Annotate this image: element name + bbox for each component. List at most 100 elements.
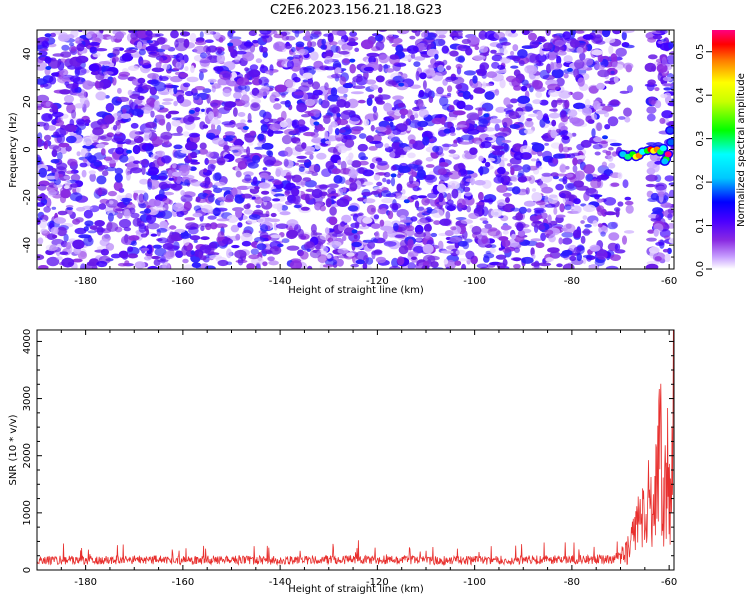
spectrogram-speckle	[556, 62, 563, 68]
spectrogram-speckle	[64, 179, 71, 187]
spectrogram-speckle	[155, 62, 162, 69]
spectrogram-speckle	[308, 164, 320, 173]
spectrogram-speckle	[170, 183, 183, 191]
spectrogram-xlabel: Height of straight line (km)	[288, 285, 424, 296]
spectrogram-speckle	[545, 30, 551, 36]
spectrogram-speckle	[510, 65, 519, 69]
spectrogram-speckle	[655, 241, 665, 246]
spectrogram-speckle	[463, 104, 474, 111]
spectrogram-speckle	[550, 129, 558, 139]
spectrogram-speckle	[94, 187, 108, 196]
spectrogram-speckle	[469, 147, 478, 155]
spectrogram-speckle	[355, 250, 368, 261]
spectrogram-speckle	[374, 126, 387, 131]
spectrogram-speckle	[327, 94, 341, 102]
spectrogram-speckle	[624, 196, 632, 201]
spectrogram-speckle	[479, 217, 488, 221]
spectrogram-speckle	[493, 31, 506, 40]
spectrogram-speckle	[221, 238, 234, 245]
spectrogram-speckle	[381, 197, 394, 204]
spectrogram-speckle	[89, 173, 96, 182]
spectrogram-speckle	[183, 114, 195, 125]
spectrogram-speckle	[351, 160, 362, 168]
spectrogram-speckle	[478, 191, 484, 201]
spectrogram-speckle	[358, 225, 370, 230]
spectrogram-speckle	[457, 162, 465, 170]
spectrogram-speckle	[585, 115, 593, 123]
spectrogram-speckle	[479, 62, 490, 71]
spectrogram-speckle	[206, 93, 211, 104]
spectrogram-speckle	[54, 171, 59, 181]
spectrogram-speckle	[291, 151, 302, 156]
spectrogram-speckle-bright	[349, 58, 356, 63]
spectrogram-speckle	[194, 86, 205, 91]
spectrogram-speckle	[521, 188, 527, 193]
spectrogram-speckle	[138, 159, 149, 165]
spectrogram-speckle	[256, 92, 264, 98]
spectrogram-speckle	[593, 100, 601, 111]
spectrogram-speckle	[94, 220, 105, 227]
spectrogram-speckle	[237, 222, 243, 228]
spectrogram-speckle	[45, 235, 51, 238]
spectrogram-speckle	[176, 94, 185, 104]
spectrogram-speckle	[84, 119, 91, 124]
spectrogram-speckle	[249, 64, 259, 71]
spectrogram-speckle	[574, 171, 581, 181]
spectrogram-speckle	[562, 223, 576, 234]
spectrogram-speckle	[572, 164, 578, 173]
spectrogram-speckle	[448, 170, 462, 180]
spectrogram-speckle	[74, 227, 87, 235]
spectrogram-speckle	[478, 155, 484, 162]
spectrogram-speckle	[375, 256, 387, 264]
spectrogram-speckle	[601, 161, 608, 168]
spectrogram-speckle	[93, 161, 102, 167]
spectrogram-speckle	[625, 204, 634, 214]
spectrogram-speckle	[419, 72, 427, 80]
spectrogram-speckle	[244, 85, 250, 92]
spectrogram-speckle	[573, 102, 586, 110]
spectrogram-speckle	[536, 62, 544, 67]
spectrogram-speckle	[411, 30, 418, 33]
spectrogram-speckle	[431, 117, 444, 125]
spectrogram-speckle	[614, 243, 621, 251]
spectrogram-speckle	[147, 73, 160, 79]
spectrogram-speckle	[435, 30, 448, 36]
spectrogram-speckle	[443, 128, 452, 134]
spectrogram-speckle	[66, 207, 74, 211]
spectrogram-speckle	[216, 53, 226, 64]
spectrogram-speckle	[417, 195, 428, 199]
spectrogram-speckle	[107, 212, 114, 222]
spectrogram-speckle	[436, 183, 447, 193]
spectrogram-speckle	[532, 80, 543, 90]
spectrogram-speckle	[455, 84, 463, 90]
spectrogram-speckle	[597, 54, 604, 63]
colorbar-label: Normalized spectral amplitude	[736, 73, 747, 227]
spectrogram-speckle	[667, 102, 674, 107]
spectrogram-speckle	[594, 151, 601, 156]
spectrogram-speckle	[167, 235, 176, 244]
spectrogram-speckle	[608, 45, 614, 55]
spectrogram-speckle	[184, 179, 190, 186]
spectrogram-speckle	[646, 106, 657, 114]
spectrogram-speckle	[443, 258, 449, 265]
spectrogram-speckle	[292, 195, 301, 205]
spectrogram-speckle	[647, 79, 656, 86]
spectrogram-speckle	[53, 178, 62, 185]
spectrogram-speckle	[120, 197, 132, 202]
spectrogram-speckle	[607, 221, 618, 230]
spectrogram-speckle	[222, 88, 232, 97]
spectrogram-speckle	[325, 198, 332, 208]
spectrogram-speckle	[262, 261, 268, 267]
spectrogram-speckle	[520, 85, 528, 92]
spectrogram-speckle	[96, 111, 109, 118]
spectrogram-speckle-bright	[483, 113, 490, 118]
spectrogram-speckle	[163, 251, 175, 259]
spectrogram-speckle	[281, 238, 290, 244]
spectrogram-speckle	[37, 78, 48, 85]
spectrogram-speckle	[588, 264, 600, 269]
spectrogram-speckle	[102, 170, 109, 177]
spectrogram-speckle	[474, 87, 484, 94]
spectrogram-speckle	[663, 235, 671, 240]
spectrogram-speckle	[474, 45, 480, 51]
spectrogram-speckle	[600, 103, 606, 107]
